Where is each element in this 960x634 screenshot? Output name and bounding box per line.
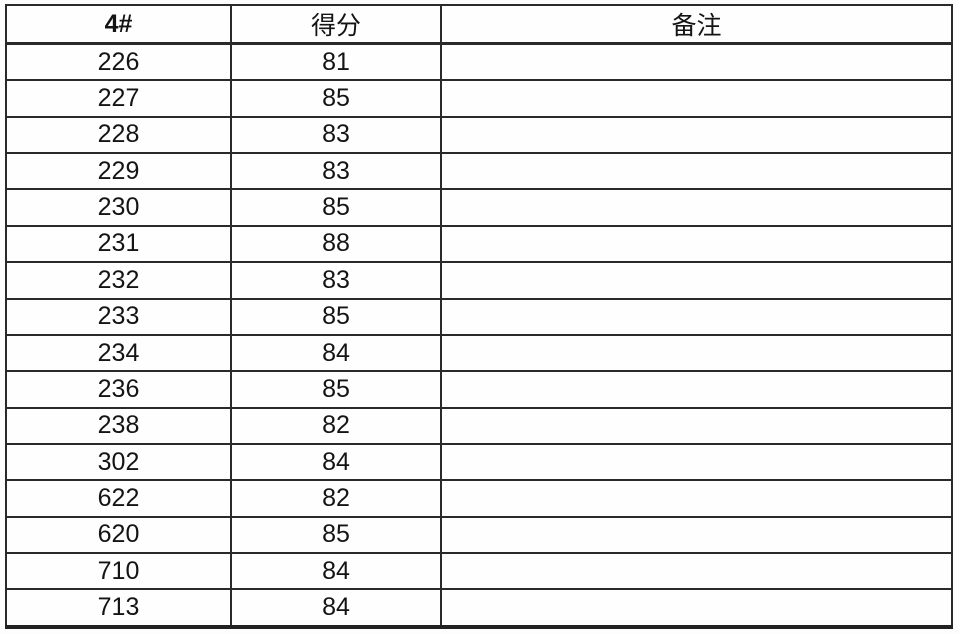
table-row: 622 82 bbox=[5, 479, 953, 518]
header-cell-remark: 备注 bbox=[440, 4, 953, 45]
table-header: 4# 得分 备注 bbox=[5, 4, 953, 45]
cell-score: 82 bbox=[230, 406, 442, 445]
cell-score: 83 bbox=[230, 261, 442, 300]
header-cell-id: 4# bbox=[5, 4, 232, 45]
cell-score: 81 bbox=[230, 42, 442, 82]
cell-remark bbox=[440, 406, 953, 445]
cell-id: 230 bbox=[5, 188, 232, 227]
cell-score: 88 bbox=[230, 224, 442, 264]
cell-remark bbox=[440, 188, 953, 227]
cell-id: 226 bbox=[5, 42, 232, 82]
cell-id: 229 bbox=[5, 152, 232, 191]
table-row: 238 82 bbox=[5, 406, 953, 445]
cell-score: 83 bbox=[230, 152, 442, 191]
table-body: 226 81 227 85 228 83 229 bbox=[5, 42, 953, 628]
cell-id: 238 bbox=[5, 406, 232, 445]
table-row: 234 84 bbox=[5, 333, 953, 373]
table-row: 236 85 bbox=[5, 370, 953, 409]
cell-id: 232 bbox=[5, 261, 232, 300]
cell-remark bbox=[440, 442, 953, 482]
cell-score: 85 bbox=[230, 297, 442, 336]
table-row: 229 83 bbox=[5, 152, 953, 191]
cell-id: 231 bbox=[5, 224, 232, 264]
table-row: 713 84 bbox=[5, 588, 953, 628]
cell-id: 302 bbox=[5, 442, 232, 482]
cell-remark bbox=[440, 224, 953, 264]
cell-remark bbox=[440, 152, 953, 191]
cell-id: 233 bbox=[5, 297, 232, 336]
table-row: 228 83 bbox=[5, 115, 953, 155]
table-row: 230 85 bbox=[5, 188, 953, 227]
cell-score: 85 bbox=[230, 188, 442, 227]
cell-id: 713 bbox=[5, 588, 232, 628]
cell-remark bbox=[440, 333, 953, 373]
cell-id: 234 bbox=[5, 333, 232, 373]
table-row: 710 84 bbox=[5, 551, 953, 591]
cell-remark bbox=[440, 479, 953, 518]
cell-remark bbox=[440, 551, 953, 591]
cell-id: 710 bbox=[5, 551, 232, 591]
cell-remark bbox=[440, 297, 953, 336]
header-row: 4# 得分 备注 bbox=[5, 4, 953, 45]
cell-score: 85 bbox=[230, 515, 442, 554]
table-row: 227 85 bbox=[5, 79, 953, 118]
cell-score: 82 bbox=[230, 479, 442, 518]
cell-remark bbox=[440, 115, 953, 155]
cell-id: 228 bbox=[5, 115, 232, 155]
cell-score: 85 bbox=[230, 370, 442, 409]
cell-score: 84 bbox=[230, 551, 442, 591]
cell-score: 84 bbox=[230, 333, 442, 373]
cell-remark bbox=[440, 42, 953, 82]
cell-id: 236 bbox=[5, 370, 232, 409]
table-row: 620 85 bbox=[5, 515, 953, 554]
cell-id: 620 bbox=[5, 515, 232, 554]
cell-score: 84 bbox=[230, 442, 442, 482]
table-row: 302 84 bbox=[5, 442, 953, 482]
table-row: 233 85 bbox=[5, 297, 953, 336]
cell-remark bbox=[440, 588, 953, 628]
cell-id: 622 bbox=[5, 479, 232, 518]
header-cell-score: 得分 bbox=[230, 4, 442, 45]
cell-remark bbox=[440, 515, 953, 554]
cell-remark bbox=[440, 370, 953, 409]
score-sheet: 4# 得分 备注 226 81 227 85 228 bbox=[5, 4, 953, 629]
table-row: 226 81 bbox=[5, 42, 953, 82]
score-table: 4# 得分 备注 226 81 227 85 228 bbox=[5, 4, 953, 629]
table-row: 232 83 bbox=[5, 261, 953, 300]
cell-id: 227 bbox=[5, 79, 232, 118]
cell-remark bbox=[440, 79, 953, 118]
cell-score: 85 bbox=[230, 79, 442, 118]
cell-remark bbox=[440, 261, 953, 300]
cell-score: 83 bbox=[230, 115, 442, 155]
table-row: 231 88 bbox=[5, 224, 953, 264]
cell-score: 84 bbox=[230, 588, 442, 628]
